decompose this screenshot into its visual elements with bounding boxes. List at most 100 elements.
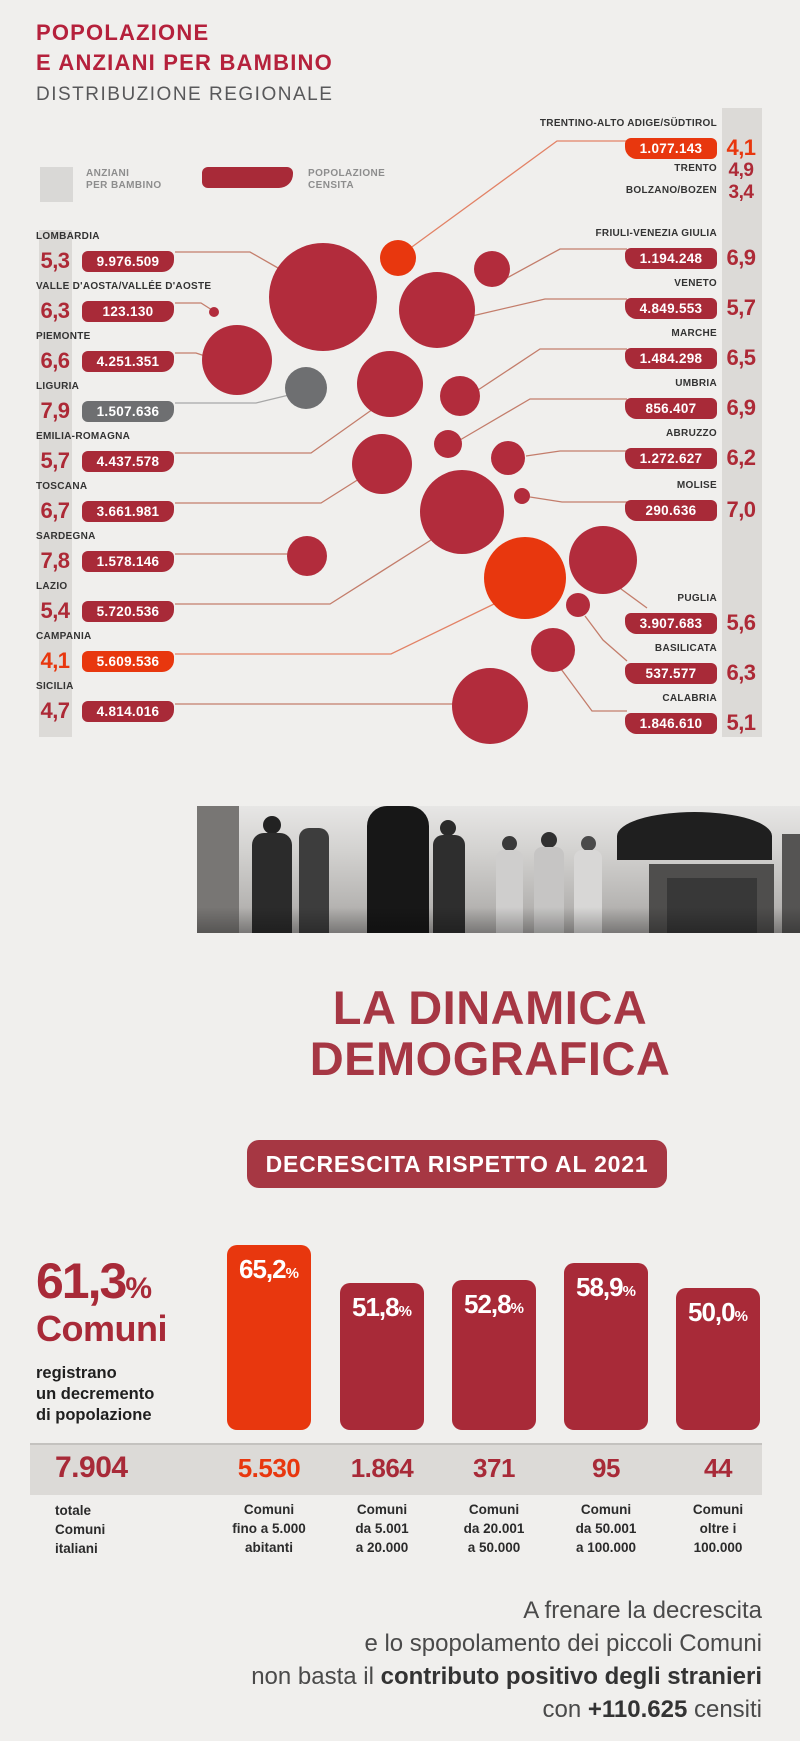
anziani-band-right (722, 108, 762, 737)
population-badge: 1.194.248 (625, 248, 717, 269)
population-badge: 1.578.146 (82, 551, 174, 572)
photo-silhouette (263, 816, 281, 834)
region-name: PUGLIA (677, 593, 717, 604)
region-name: TRENTINO-ALTO ADIGE/SÜDTIROL (539, 118, 717, 129)
region-name: LAZIO (36, 581, 68, 592)
photo-ground-shadow (197, 907, 800, 933)
photo-silhouette (433, 835, 465, 933)
bubble-puglia (569, 526, 637, 594)
comuni-category-label: Comuni da 5.001 a 20.000 (355, 1502, 409, 1555)
region-row: PUGLIA 3.907.683 5,6 (467, 593, 762, 641)
bar-value-label: 51,8% (352, 1292, 412, 1322)
region-row: VALLE D'AOSTA/VALLÉE D'AOSTE 123.130 6,3 (36, 281, 216, 329)
comuni-category-label: Comuni oltre i 100.000 (692, 1502, 744, 1555)
legend-popolazione-label: POPOLAZIONE CENSITA (308, 168, 386, 191)
bar-value-label: 58,9% (576, 1272, 636, 1302)
anziani-ratio: 5,6 (726, 610, 756, 635)
anziani-ratio: 6,2 (726, 445, 756, 470)
bar: 52,8% (452, 1280, 536, 1430)
bar-count-column: 371 Comuni da 20.001 a 50.000 (434, 1443, 554, 1557)
page-title-line1: POPOLAZIONE (36, 20, 210, 45)
anziani-ratio: 7,9 (40, 398, 70, 423)
stranieri-count: +110.625 (587, 1696, 688, 1723)
bar-value-label: 50,0% (688, 1297, 748, 1327)
region-name: MARCHE (671, 328, 717, 339)
region-row: TRENTO 4,9 (467, 158, 762, 206)
population-badge: 1.272.627 (625, 448, 717, 469)
percent-sign: % (510, 1300, 524, 1317)
share-decremento-unit: Comuni (36, 1308, 167, 1349)
region-row: TOSCANA 3.661.981 6,7 (36, 481, 216, 529)
bubble-liguria (285, 367, 327, 409)
page-subtitle: DISTRIBUZIONE REGIONALE (36, 84, 334, 105)
footer-note: A frenare la decrescita e lo spopolament… (251, 1597, 762, 1723)
legend-anziani-label: ANZIANI PER BAMBINO (86, 168, 162, 191)
percent-sign: % (285, 1265, 299, 1282)
region-row: PIEMONTE 4.251.351 6,6 (36, 331, 216, 379)
anziani-ratio: 4,9 (728, 160, 754, 181)
counts-band (30, 1443, 762, 1495)
photo-silhouette (782, 834, 800, 933)
percent-sign: % (622, 1283, 636, 1300)
anziani-ratio: 5,7 (726, 295, 756, 320)
population-badge: 5.720.536 (82, 601, 174, 622)
population-badge: 9.976.509 (82, 251, 174, 272)
population-badge: 290.636 (625, 500, 717, 521)
region-name: SARDEGNA (36, 531, 96, 542)
population-badge: 1.507.636 (82, 401, 174, 422)
photo-silhouette (299, 828, 329, 933)
photo-silhouette (502, 836, 517, 851)
population-badge: 4.814.016 (82, 701, 174, 722)
photo-silhouette (440, 820, 456, 836)
legend-popolazione-swatch (202, 167, 293, 188)
region-row: LIGURIA 1.507.636 7,9 (36, 381, 216, 429)
anziani-ratio: 6,7 (40, 498, 70, 523)
population-badge: 4.849.553 (625, 298, 717, 319)
population-badge: 4.437.578 (82, 451, 174, 472)
bubble-umbria (434, 430, 462, 458)
comuni-category-label: Comuni fino a 5.000 abitanti (232, 1502, 306, 1555)
anziani-band-left (39, 230, 72, 737)
anziani-ratio: 5,4 (40, 598, 70, 623)
region-name: BASILICATA (654, 643, 717, 654)
anziani-ratio: 7,0 (726, 497, 756, 522)
population-badge: 5.609.536 (82, 651, 174, 672)
photo-building (197, 806, 239, 933)
photo-silhouette (541, 832, 557, 848)
population-badge: 1.846.610 (625, 713, 717, 734)
photo-silhouette (534, 847, 564, 933)
population-badge: 3.907.683 (625, 613, 717, 634)
region-name: TOSCANA (36, 481, 88, 492)
region-row: MOLISE 290.636 7,0 (467, 480, 762, 528)
anziani-ratio: 5,7 (40, 448, 70, 473)
region-row: ABRUZZO 1.272.627 6,2 (467, 428, 762, 476)
region-row: SARDEGNA 1.578.146 7,8 (36, 531, 216, 579)
population-badge: 537.577 (625, 663, 717, 684)
bubble-lombardia (269, 243, 377, 351)
anziani-ratio: 4,1 (40, 648, 70, 673)
bar: 65,2% (227, 1245, 311, 1430)
region-name: ABRUZZO (666, 428, 717, 439)
share-decremento-desc: registrano un decremento di popolazione (36, 1364, 155, 1424)
region-row: TRENTINO-ALTO ADIGE/SÜDTIROL 1.077.143 4… (467, 118, 762, 166)
percent-sign: % (125, 1272, 153, 1305)
bar: 58,9% (564, 1263, 648, 1430)
region-name: SICILIA (36, 681, 74, 692)
region-name: CALABRIA (662, 693, 717, 704)
region-name: BOLZANO/BOZEN (625, 185, 717, 196)
anziani-ratio: 6,3 (40, 298, 70, 323)
total-comuni-column: 7.904 totale Comuni italiani (55, 1443, 205, 1558)
photo-silhouette (496, 850, 523, 933)
population-badge: 123.130 (82, 301, 174, 322)
percent-sign: % (734, 1308, 748, 1325)
comuni-category-label: Comuni da 20.001 a 50.000 (463, 1502, 525, 1555)
comuni-count: 371 (473, 1453, 515, 1483)
region-row: BASILICATA 537.577 6,3 (467, 643, 762, 691)
percent-sign: % (398, 1303, 412, 1320)
region-row: VENETO 4.849.553 5,7 (467, 278, 762, 326)
anziani-ratio: 6,3 (726, 660, 756, 685)
bubble-trentino (380, 240, 416, 276)
photo-silhouette (574, 850, 602, 933)
region-name: CAMPANIA (36, 631, 92, 642)
region-row: CAMPANIA 5.609.536 4,1 (36, 631, 216, 679)
